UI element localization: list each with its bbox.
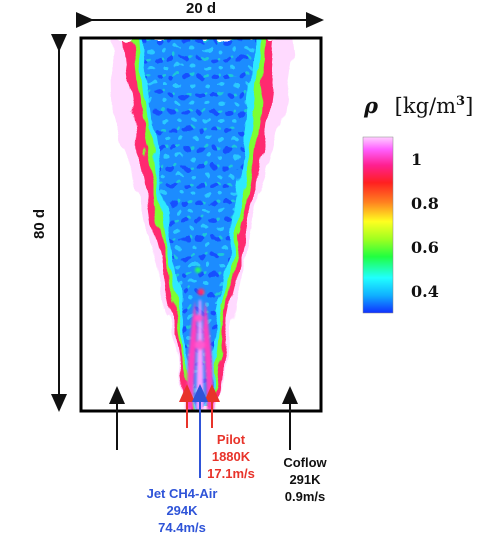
- colorbar: ρ [kg/m3] 1 0.8 0.6 0.4: [362, 93, 473, 314]
- colorbar-title: ρ [kg/m3]: [363, 93, 473, 118]
- pilot-label: Pilot 1880K 17.1m/s: [207, 432, 255, 481]
- jet-temperature: 294K: [166, 503, 198, 518]
- colorbar-tick-label: 0.6: [411, 238, 439, 257]
- pilot-layer-right: [203, 300, 214, 410]
- jet-core-blue: [143, 39, 254, 410]
- pilot-name: Pilot: [217, 432, 246, 447]
- coflow-temperature: 291K: [289, 472, 321, 487]
- coflow-name: Coflow: [283, 455, 327, 470]
- jet-velocity: 74.4m/s: [158, 520, 206, 535]
- coflow-label: Coflow 291K 0.9m/s: [283, 455, 327, 504]
- units-suffix: ]: [465, 94, 473, 118]
- units-prefix: [kg/m: [395, 94, 456, 118]
- pilot-velocity: 17.1m/s: [207, 466, 255, 481]
- pilot-temperature: 1880K: [212, 449, 251, 464]
- width-dimension-label: 20 d: [186, 0, 216, 17]
- colorbar-tick-label: 1: [411, 150, 422, 169]
- pilot-layer-left: [186, 300, 197, 410]
- colorbar-tick-label: 0.4: [411, 282, 439, 301]
- coflow-velocity: 0.9m/s: [285, 489, 325, 504]
- jet-label: Jet CH4-Air 294K 74.4m/s: [147, 486, 218, 535]
- jet-name: Jet CH4-Air: [147, 486, 218, 501]
- jet-potential-core: [196, 300, 204, 410]
- density-field: [110, 39, 292, 410]
- density-symbol: ρ: [363, 93, 379, 118]
- colorbar-tick-label: 0.8: [411, 194, 439, 213]
- height-dimension-label: 80 d: [31, 209, 48, 239]
- colorbar-gradient: [362, 136, 394, 314]
- units-exponent: 3: [456, 94, 465, 109]
